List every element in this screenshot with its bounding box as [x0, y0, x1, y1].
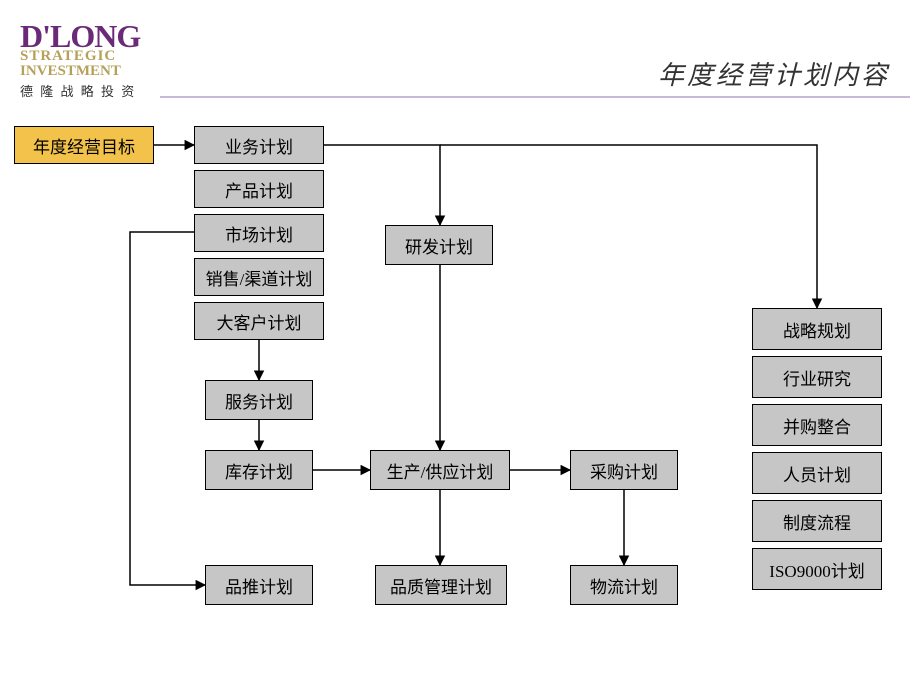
title-rule	[160, 96, 910, 98]
node-n2: 产品计划	[194, 170, 324, 208]
node-pt: 品推计划	[205, 565, 313, 605]
node-r6: ISO9000计划	[752, 548, 882, 590]
logo-sub2: INVESTMENT	[20, 64, 140, 79]
node-n3: 市场计划	[194, 214, 324, 252]
node-start: 年度经营目标	[14, 126, 154, 164]
logo-cn: 德 隆 战 略 投 资	[20, 81, 140, 100]
node-r4: 人员计划	[752, 452, 882, 494]
node-n1: 业务计划	[194, 126, 324, 164]
node-qm: 品质管理计划	[375, 565, 507, 605]
logo-main: D'LONG	[20, 22, 140, 51]
edge-8	[324, 145, 440, 225]
node-lg: 物流计划	[570, 565, 678, 605]
logo: D'LONG STRATEGIC INVESTMENT 德 隆 战 略 投 资	[20, 22, 140, 100]
node-inv: 库存计划	[205, 450, 313, 490]
edge-9	[440, 145, 817, 308]
node-svc: 服务计划	[205, 380, 313, 420]
node-ps: 生产/供应计划	[370, 450, 510, 490]
node-r2: 行业研究	[752, 356, 882, 398]
node-n4: 销售/渠道计划	[194, 258, 324, 296]
slide-canvas: D'LONG STRATEGIC INVESTMENT 德 隆 战 略 投 资 …	[0, 0, 920, 689]
node-r5: 制度流程	[752, 500, 882, 542]
node-r1: 战略规划	[752, 308, 882, 350]
node-n5: 大客户计划	[194, 302, 324, 340]
node-rd: 研发计划	[385, 225, 493, 265]
page-title: 年度经营计划内容	[658, 55, 890, 92]
node-r3: 并购整合	[752, 404, 882, 446]
node-pur: 采购计划	[570, 450, 678, 490]
